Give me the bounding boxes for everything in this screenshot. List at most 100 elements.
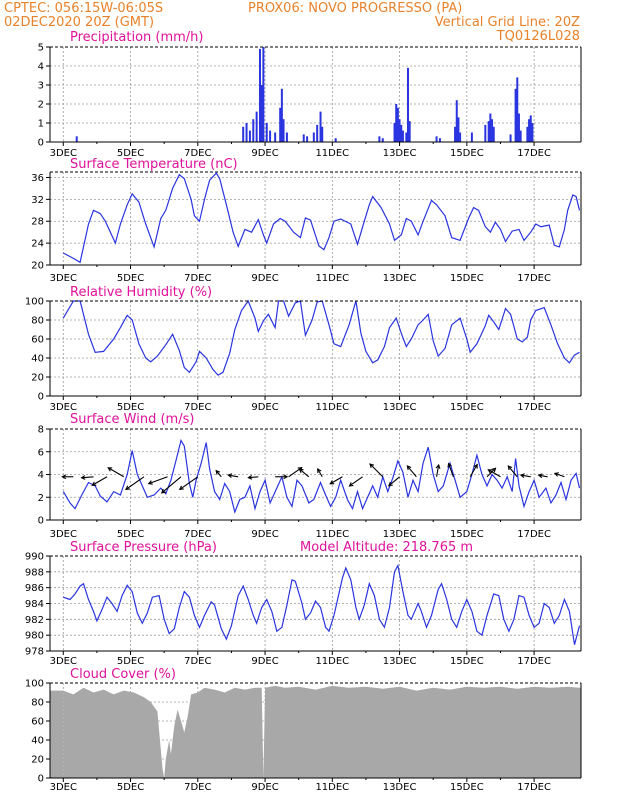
y-tick-label-precip-5: 5 xyxy=(38,43,44,54)
cloud-area-left xyxy=(50,690,64,778)
x-tick-label-pres-7: 17DEC xyxy=(517,656,551,667)
x-tick-label-precip-1: 5DEC xyxy=(117,148,144,159)
wind-arrow-shaft-17 xyxy=(369,463,384,478)
wind-arrow-head-5 xyxy=(147,480,153,485)
x-tick-label-cloud-2: 7DEC xyxy=(184,782,211,793)
y-tick-label-wind-1: 2 xyxy=(38,493,44,504)
x-tick-label-temp-6: 15DEC xyxy=(450,273,484,284)
wind-arrow-head-17 xyxy=(369,463,375,469)
precip-bar-24 xyxy=(381,138,384,142)
precip-bar-21 xyxy=(321,126,324,142)
y-tick-label-cloud-3: 60 xyxy=(31,717,44,728)
wind-arrow-head-3 xyxy=(107,467,113,472)
header-location: CPTEC: 056:15W-06:05S xyxy=(4,1,163,16)
x-tick-label-rh-2: 7DEC xyxy=(184,402,211,413)
precip-bar-43 xyxy=(489,113,492,142)
y-tick-label-wind-3: 6 xyxy=(38,447,44,458)
wind-arrow-shaft-2 xyxy=(91,476,108,486)
precip-bar-6 xyxy=(259,48,262,142)
precip-bar-18 xyxy=(312,132,315,142)
wind-arrow-15 xyxy=(329,476,343,485)
wind-arrow-9 xyxy=(227,473,239,478)
precip-bar-53 xyxy=(529,115,532,142)
wind-arrow-25 xyxy=(507,465,518,478)
wind-arrow-10 xyxy=(247,474,259,480)
wind-arrow-24 xyxy=(487,469,501,478)
panel-pres: Surface Pressure (hPa) Model Altitude: 21… xyxy=(25,540,582,667)
precip-bar-8 xyxy=(262,47,265,142)
wind-arrow-shaft-18 xyxy=(388,476,400,487)
wind-arrow-0 xyxy=(61,474,74,480)
precip-bar-41 xyxy=(484,124,487,142)
y-tick-label-precip-1: 1 xyxy=(38,119,44,130)
precip-bar-14 xyxy=(282,119,285,142)
precip-bar-34 xyxy=(435,136,438,142)
x-tick-label-precip-5: 13DEC xyxy=(383,148,417,159)
wind-arrow-head-24 xyxy=(487,469,493,474)
wind-arrow-head-1 xyxy=(80,475,86,480)
header-model: TQ0126L028 xyxy=(496,29,580,44)
x-tick-label-pres-2: 7DEC xyxy=(184,656,211,667)
precip-bar-33 xyxy=(408,121,411,142)
x-tick-label-temp-7: 17DEC xyxy=(517,273,551,284)
wind-arrow-shaft-8 xyxy=(215,470,222,478)
x-tick-label-pres-6: 15DEC xyxy=(450,656,484,667)
precip-bar-35 xyxy=(438,138,441,142)
wind-arrow-28 xyxy=(553,472,565,478)
wind-arrow-1 xyxy=(80,475,94,480)
y-tick-label-cloud-5: 100 xyxy=(25,679,44,690)
precip-bar-46 xyxy=(509,134,512,142)
y-tick-label-cloud-1: 20 xyxy=(31,755,44,766)
y-tick-label-pres-3: 984 xyxy=(25,599,44,610)
wind-arrow-11 xyxy=(275,474,289,480)
wind-arrow-head-23 xyxy=(491,467,497,473)
wind-arrow-head-26 xyxy=(519,473,525,478)
y-tick-label-pres-4: 986 xyxy=(25,583,44,594)
wind-arrow-21 xyxy=(447,462,454,477)
precip-bar-3 xyxy=(248,130,251,142)
precip-bar-9 xyxy=(265,123,268,142)
wind-arrow-shaft-9 xyxy=(228,474,239,478)
x-tick-label-rh-3: 9DEC xyxy=(251,402,278,413)
wind-arrow-shaft-21 xyxy=(448,463,454,477)
y-tick-label-precip-4: 4 xyxy=(38,62,44,73)
precip-bar-32 xyxy=(406,67,409,142)
y-tick-label-rh-5: 100 xyxy=(25,297,44,308)
x-tick-label-pres-5: 13DEC xyxy=(383,656,417,667)
panel-cloud: Cloud Cover (%) 3DEC 5DEC 7DEC 9DEC 11DEC 13DE… xyxy=(25,667,582,793)
x-tick-label-cloud-5: 13DEC xyxy=(383,782,417,793)
x-tick-label-precip-4: 11DEC xyxy=(315,148,349,159)
wind-arrow-7 xyxy=(178,476,199,491)
wind-arrow-shaft-3 xyxy=(107,467,125,478)
precip-bar-47 xyxy=(514,88,517,142)
x-tick-label-pres-1: 5DEC xyxy=(117,656,144,667)
wind-arrow-16 xyxy=(348,476,363,487)
wind-arrow-head-13 xyxy=(298,468,304,473)
y-tick-label-temp-3: 32 xyxy=(31,195,44,206)
x-tick-label-temp-0: 3DEC xyxy=(50,273,77,284)
precip-bar-2 xyxy=(245,123,248,142)
x-tick-label-temp-5: 13DEC xyxy=(383,273,417,284)
precip-bar-11 xyxy=(274,132,277,142)
x-tick-label-precip-2: 7DEC xyxy=(184,148,211,159)
x-tick-label-cloud-6: 15DEC xyxy=(450,782,484,793)
y-tick-label-cloud-4: 80 xyxy=(31,698,44,709)
header-grid-line: Vertical Grid Line: 20Z xyxy=(435,15,580,30)
precip-bar-15 xyxy=(285,132,288,142)
precip-bar-39 xyxy=(459,132,462,142)
x-tick-label-wind-0: 3DEC xyxy=(50,529,77,540)
precip-bar-22 xyxy=(334,138,337,142)
x-tick-label-temp-4: 11DEC xyxy=(315,273,349,284)
precip-bar-29 xyxy=(400,124,403,142)
y-tick-label-rh-4: 80 xyxy=(31,316,44,327)
x-tick-label-cloud-1: 5DEC xyxy=(117,782,144,793)
x-tick-label-wind-5: 13DEC xyxy=(383,529,417,540)
y-tick-label-pres-1: 980 xyxy=(25,631,44,642)
y-tick-label-cloud-2: 40 xyxy=(31,736,44,747)
y-tick-label-pres-5: 988 xyxy=(25,567,44,578)
y-tick-label-rh-0: 0 xyxy=(38,392,44,403)
x-tick-label-wind-6: 15DEC xyxy=(450,529,484,540)
precip-bar-42 xyxy=(487,121,490,142)
wind-arrow-shaft-4 xyxy=(125,476,145,490)
y-tick-label-pres-2: 982 xyxy=(25,615,44,626)
